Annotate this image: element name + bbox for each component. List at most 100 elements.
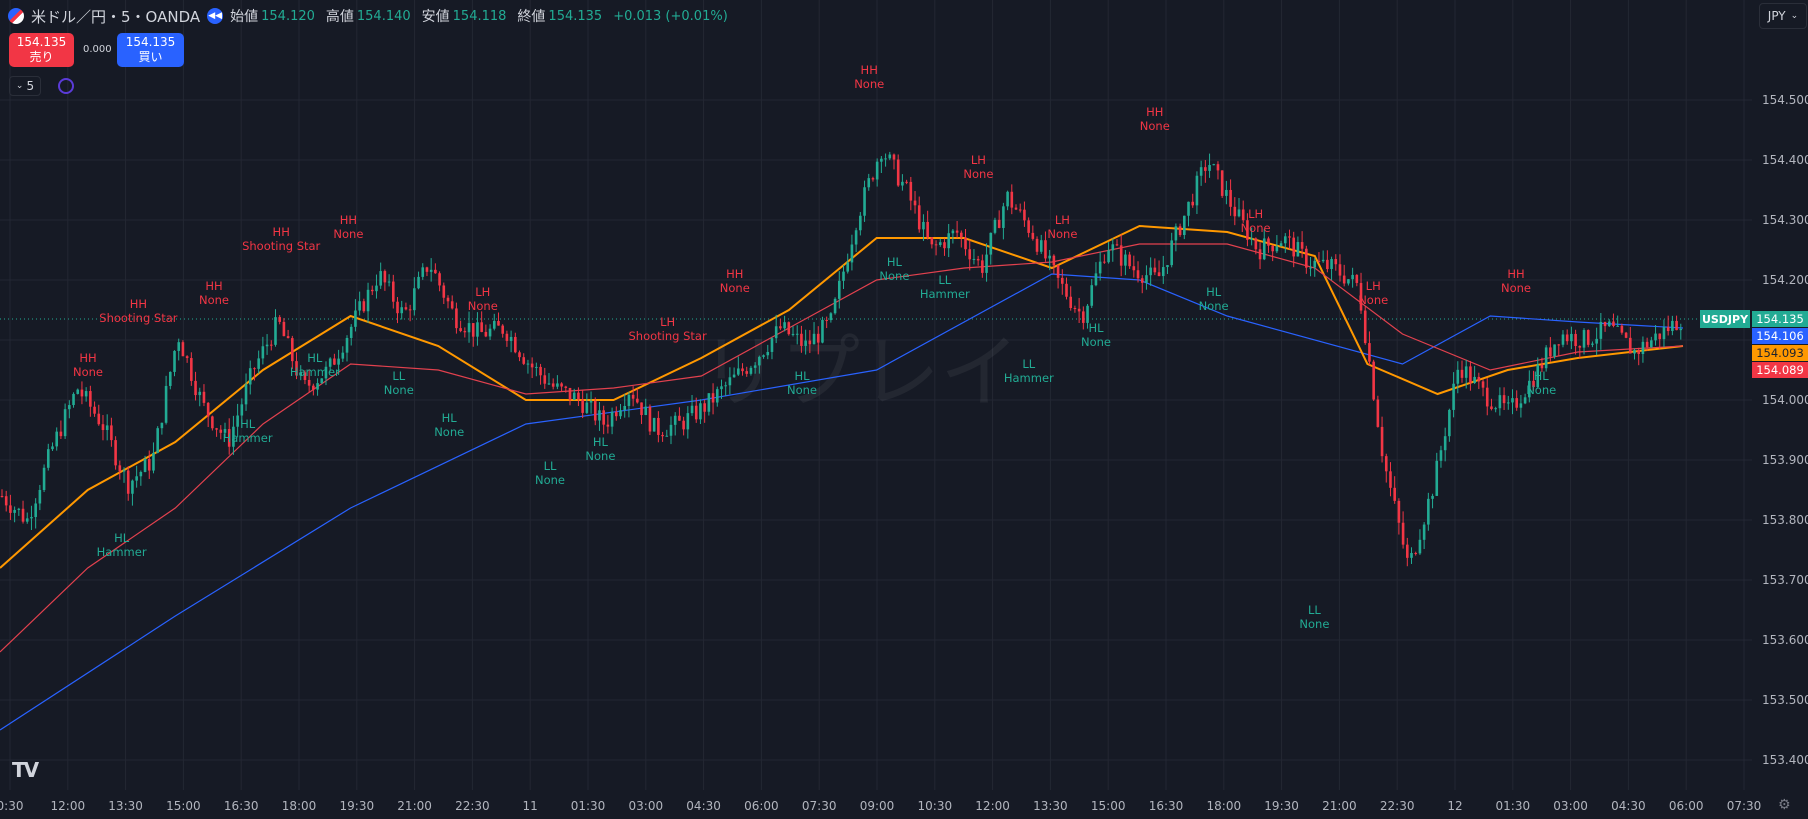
annotation-label: None bbox=[535, 473, 565, 487]
candle-body bbox=[1393, 487, 1396, 501]
candle-body bbox=[232, 426, 235, 447]
x-tick-label: 15:00 bbox=[1091, 799, 1126, 813]
candle-body bbox=[922, 221, 925, 230]
currency-label: JPY bbox=[1767, 9, 1786, 23]
candle-body bbox=[1414, 552, 1418, 554]
candle-body bbox=[1347, 279, 1350, 284]
sell-button[interactable]: 154.135 売り bbox=[9, 33, 74, 67]
candle-body bbox=[535, 366, 538, 368]
price-tag-value: 154.089 bbox=[1756, 363, 1804, 377]
annotation-label: HH bbox=[79, 351, 96, 365]
candle-body bbox=[1384, 456, 1388, 472]
price-tag-value: 154.093 bbox=[1756, 346, 1804, 360]
ma-blue-line bbox=[0, 273, 1684, 731]
candle-body bbox=[383, 271, 387, 283]
candle-body bbox=[278, 317, 281, 322]
candle-body bbox=[459, 328, 462, 332]
y-tick-label: 154.200 bbox=[1762, 273, 1808, 287]
candle-body bbox=[1561, 334, 1565, 345]
candle-body bbox=[560, 383, 563, 387]
y-tick-label: 154.000 bbox=[1762, 393, 1808, 407]
annotation-label: HH bbox=[726, 267, 743, 281]
candle-body bbox=[1654, 333, 1657, 341]
candle-body bbox=[1136, 270, 1140, 279]
annotation-label: Hammer bbox=[290, 365, 340, 379]
x-tick-label: 03:00 bbox=[1553, 799, 1588, 813]
candle-body bbox=[1456, 369, 1460, 384]
x-tick-label: 0:30 bbox=[0, 799, 23, 813]
candle-body bbox=[1473, 376, 1476, 384]
candle-body bbox=[1679, 328, 1683, 331]
candle-body bbox=[678, 415, 681, 421]
candle-body bbox=[1208, 165, 1211, 171]
candle-body bbox=[1368, 343, 1371, 362]
interval-toggle[interactable]: ⌄ 5 bbox=[9, 76, 41, 96]
open-value: 154.120 bbox=[261, 8, 315, 24]
annotation-label: HH bbox=[340, 213, 357, 227]
candle-body bbox=[1452, 383, 1455, 410]
candle-body bbox=[147, 458, 151, 471]
candle-body bbox=[387, 281, 391, 283]
candle-body bbox=[114, 440, 117, 466]
candle-body bbox=[1351, 274, 1354, 280]
candle-body bbox=[1494, 408, 1497, 410]
candle-body bbox=[177, 342, 181, 351]
annotation-label: Hammer bbox=[223, 431, 273, 445]
candle-body bbox=[160, 422, 164, 429]
currency-selector[interactable]: JPY ⌄ bbox=[1759, 3, 1807, 29]
last-value-tags: USDJPY 154.135 154.106 154.093 154.089 bbox=[1700, 310, 1808, 378]
candle-body bbox=[623, 405, 627, 411]
candle-body bbox=[1288, 236, 1291, 238]
candle-body bbox=[1544, 347, 1548, 369]
x-tick-label: 01:30 bbox=[571, 799, 606, 813]
candle-body bbox=[1098, 261, 1102, 274]
candle-body bbox=[644, 406, 648, 416]
candle-body bbox=[804, 340, 807, 346]
candle-body bbox=[1359, 282, 1363, 311]
replay-rewind-icon[interactable]: ◀◀ bbox=[207, 8, 224, 24]
symbol-title[interactable]: 米ドル／円・5・OANDA bbox=[31, 7, 201, 26]
candle-body bbox=[471, 323, 475, 337]
candle-body bbox=[598, 410, 601, 421]
candle-body bbox=[1002, 206, 1005, 228]
candle-body bbox=[97, 413, 101, 425]
candle-body bbox=[1082, 311, 1085, 323]
annotation-label: Shooting Star bbox=[242, 239, 320, 253]
y-tick-label: 154.500 bbox=[1762, 93, 1808, 107]
candle-body bbox=[1519, 403, 1523, 408]
candle-body bbox=[110, 425, 113, 441]
x-tick-label: 15:00 bbox=[166, 799, 201, 813]
candle-body bbox=[413, 288, 416, 311]
candle-body bbox=[1557, 344, 1561, 346]
candle-body bbox=[484, 331, 488, 337]
candle-body bbox=[1523, 397, 1527, 404]
candle-body bbox=[1662, 327, 1666, 340]
chart-grid bbox=[0, 0, 1752, 790]
candle-body bbox=[1515, 398, 1518, 408]
candle-body bbox=[1586, 330, 1590, 345]
candle-body bbox=[1620, 325, 1624, 333]
x-tick-label: 22:30 bbox=[455, 799, 490, 813]
candle-body bbox=[850, 244, 854, 263]
candle-body bbox=[370, 289, 374, 292]
moving-averages bbox=[0, 224, 1684, 731]
candle-body bbox=[324, 366, 328, 379]
candle-body bbox=[572, 392, 576, 400]
gear-icon[interactable]: ⚙ bbox=[1778, 797, 1791, 813]
candle-body bbox=[1338, 264, 1342, 276]
candle-body bbox=[808, 340, 812, 345]
candle-body bbox=[682, 420, 685, 430]
candle-body bbox=[686, 413, 690, 430]
annotation-label: None bbox=[963, 167, 993, 181]
candle-body bbox=[1014, 207, 1018, 210]
buy-button[interactable]: 154.135 買い bbox=[117, 33, 184, 67]
candle-body bbox=[1389, 471, 1392, 488]
annotation-label: None bbox=[1081, 335, 1111, 349]
candle-body bbox=[1582, 330, 1586, 348]
candle-body bbox=[497, 320, 500, 326]
candle-body bbox=[0, 496, 4, 497]
candle-body bbox=[1073, 307, 1077, 309]
candle-body bbox=[1528, 380, 1531, 398]
